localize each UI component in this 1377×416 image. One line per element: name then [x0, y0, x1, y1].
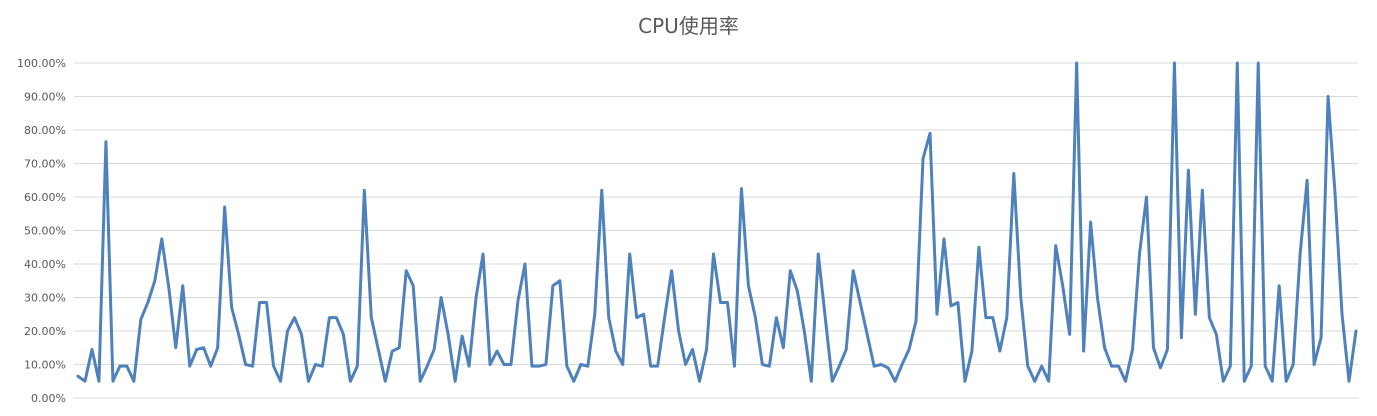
chart-title: CPU使用率 — [638, 14, 739, 38]
y-tick-label: 0.00% — [31, 392, 66, 405]
y-tick-label: 60.00% — [24, 191, 66, 204]
y-tick-label: 90.00% — [24, 91, 66, 104]
y-tick-label: 50.00% — [24, 225, 66, 238]
y-tick-label: 20.00% — [24, 325, 66, 338]
y-tick-label: 80.00% — [24, 124, 66, 137]
y-tick-label: 100.00% — [17, 57, 66, 70]
series-line-0 — [76, 61, 1358, 383]
y-tick-label: 30.00% — [24, 292, 66, 305]
y-tick-label: 40.00% — [24, 258, 66, 271]
y-tick-label: 10.00% — [24, 359, 66, 372]
y-tick-label: 70.00% — [24, 158, 66, 171]
